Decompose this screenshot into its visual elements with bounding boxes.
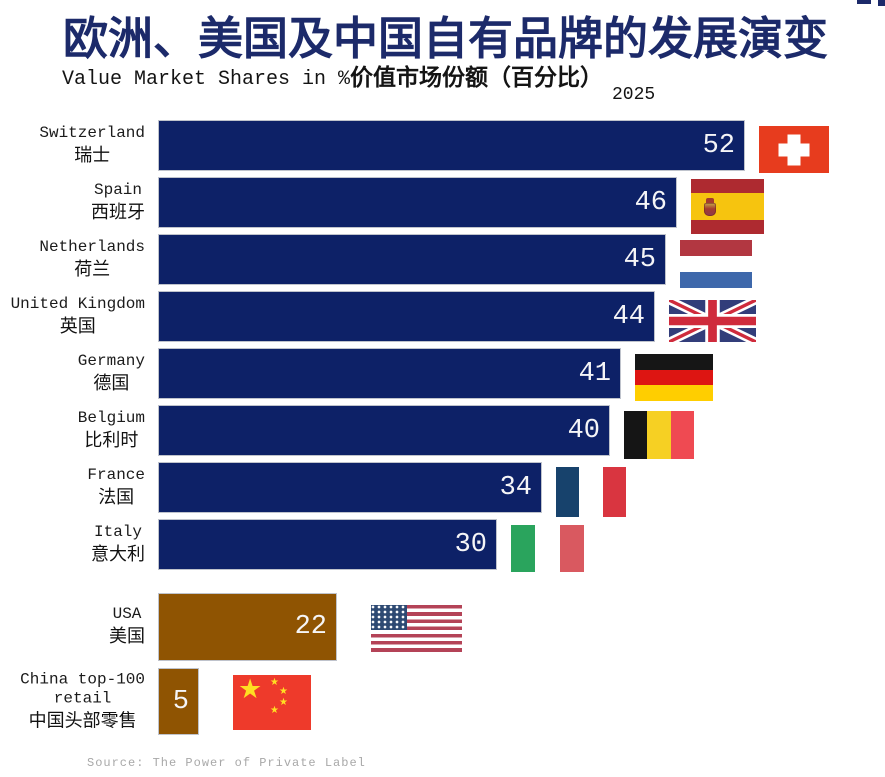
- country-name-en: Switzerland: [39, 123, 145, 142]
- row-label: Switzerland 瑞士: [0, 124, 148, 168]
- row-label: China top-100 retail 中国头部零售: [0, 670, 148, 733]
- bar-value-label: 40: [567, 415, 600, 446]
- bar-value-label: 41: [578, 358, 611, 389]
- country-name-zh: 比利时: [84, 429, 139, 450]
- row-label-text: Spain 西班牙: [91, 181, 145, 225]
- country-name-en: Belgium: [77, 408, 145, 427]
- country-name-zh: 荷兰: [74, 258, 111, 279]
- country-name-en: USA: [112, 605, 142, 623]
- country-name-en: United Kingdom: [10, 294, 145, 313]
- cropped-text-mark: [857, 0, 871, 4]
- value-bar: 34: [158, 462, 542, 513]
- row-label-text: Netherlands 荷兰: [39, 238, 145, 282]
- country-name-zh: 英国: [59, 315, 96, 336]
- row-label: Netherlands 荷兰: [0, 238, 148, 282]
- cropped-corner-fragment: [855, 0, 885, 8]
- france-flag-icon: [556, 467, 626, 517]
- year-label: 2025: [612, 85, 656, 105]
- row-label: USA 美国: [0, 605, 148, 649]
- bar-value-label: 52: [702, 130, 735, 161]
- chart-row-italy: Italy 意大利 30: [0, 519, 885, 572]
- value-bar: 40: [158, 405, 610, 456]
- country-name-en: China top-100: [20, 670, 145, 688]
- usa-flag-icon: [371, 605, 462, 652]
- chart-subtitle-en: Value Market Shares in %: [62, 68, 351, 91]
- chart-subtitle-zh: 价值市场份额（百分比）: [350, 64, 604, 90]
- bar-value-label: 44: [612, 301, 645, 332]
- spain-flag-icon: [691, 179, 764, 234]
- row-label: Belgium 比利时: [0, 409, 148, 453]
- value-bar: 5: [158, 668, 199, 735]
- bar-value-label: 45: [623, 244, 656, 275]
- chart-row-china: China top-100 retail 中国头部零售 5 ★ ★ ★ ★ ★: [0, 668, 885, 735]
- country-name-en: Italy: [93, 522, 142, 541]
- country-name-en: retail: [53, 689, 112, 707]
- value-bar: 30: [158, 519, 497, 570]
- chart-row-usa: USA 美国 22: [0, 593, 885, 661]
- country-name-zh: 法国: [98, 486, 135, 507]
- country-name-zh: 中国头部零售: [28, 710, 137, 730]
- bar-value-label: 46: [634, 187, 667, 218]
- chart-row-uk: United Kingdom 英国 44: [0, 291, 885, 342]
- row-label-text: Italy 意大利: [91, 523, 145, 567]
- italy-flag-icon: [511, 525, 584, 572]
- row-label-text: USA 美国: [109, 605, 145, 649]
- row-label: United Kingdom 英国: [0, 295, 148, 339]
- uk-flag-icon: [669, 300, 756, 342]
- row-label-text: China top-100 retail 中国头部零售: [20, 670, 145, 733]
- country-name-zh: 瑞士: [74, 144, 111, 165]
- row-label-text: Germany 德国: [78, 352, 145, 396]
- country-name-en: Germany: [77, 351, 145, 370]
- chart-row-france: France 法国 34: [0, 462, 885, 517]
- chart-subtitle: Value Market Shares in %价值市场份额（百分比）: [62, 58, 603, 92]
- bar-value-label: 30: [454, 529, 487, 560]
- row-label-text: United Kingdom 英国: [11, 295, 145, 339]
- germany-flag-icon: [635, 354, 713, 401]
- country-name-en: Netherlands: [39, 237, 145, 256]
- country-name-en: France: [87, 465, 145, 484]
- row-label: Germany 德国: [0, 352, 148, 396]
- chart-row-spain: Spain 西班牙 46: [0, 177, 885, 234]
- row-label: France 法国: [0, 466, 148, 510]
- country-name-zh: 美国: [109, 626, 145, 646]
- value-bar: 22: [158, 593, 337, 661]
- chart-row-netherlands: Netherlands 荷兰 45: [0, 234, 885, 288]
- cropped-text-mark: [878, 0, 885, 6]
- page-title: 欧洲、美国及中国自有品牌的发展演变: [63, 13, 829, 64]
- country-name-en: Spain: [93, 180, 142, 199]
- china-flag-icon: ★ ★ ★ ★ ★: [233, 675, 311, 730]
- value-bar: 44: [158, 291, 655, 342]
- row-label-text: France 法国: [87, 466, 145, 510]
- switzerland-flag-icon: [759, 126, 829, 173]
- row-label-text: Belgium 比利时: [78, 409, 145, 453]
- country-name-zh: 西班牙: [91, 201, 145, 222]
- value-bar: 45: [158, 234, 666, 285]
- value-bar: 41: [158, 348, 621, 399]
- source-note: Source: The Power of Private Label: [87, 756, 366, 770]
- value-bar: 46: [158, 177, 677, 228]
- row-label-text: Switzerland 瑞士: [39, 124, 145, 168]
- bar-value-label: 34: [499, 472, 532, 503]
- belgium-flag-icon: [624, 411, 694, 459]
- chart-row-germany: Germany 德国 41: [0, 348, 885, 401]
- netherlands-flag-icon: [680, 240, 752, 288]
- chart-row-belgium: Belgium 比利时 40: [0, 405, 885, 459]
- row-label: Italy 意大利: [0, 523, 148, 567]
- country-name-zh: 德国: [93, 372, 130, 393]
- bar-value-label: 22: [294, 612, 327, 642]
- row-label: Spain 西班牙: [0, 181, 148, 225]
- country-name-zh: 意大利: [91, 543, 145, 564]
- value-bar: 52: [158, 120, 745, 171]
- chart-row-switzerland: Switzerland 瑞士 52: [0, 120, 885, 173]
- bar-value-label: 5: [172, 686, 189, 717]
